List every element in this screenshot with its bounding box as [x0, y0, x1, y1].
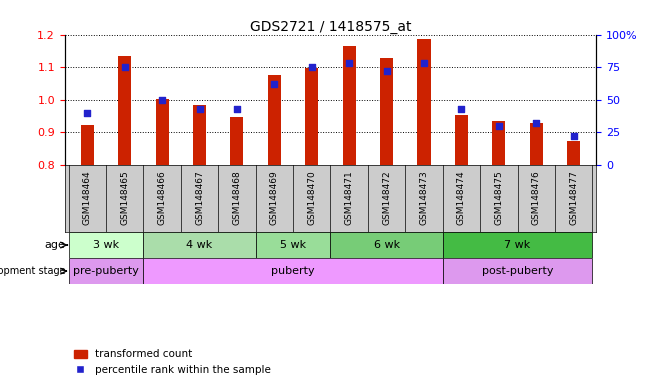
Point: [307, 64, 317, 70]
Text: GSM148464: GSM148464: [83, 170, 92, 225]
Point: [269, 81, 279, 87]
Text: GSM148465: GSM148465: [120, 170, 129, 225]
Bar: [443, 232, 592, 258]
Point: [157, 97, 167, 103]
Text: GSM148472: GSM148472: [382, 170, 391, 225]
Bar: [417, 40, 430, 165]
Text: 6 wk: 6 wk: [373, 240, 400, 250]
Point: [568, 133, 579, 139]
Bar: [330, 232, 443, 258]
Text: puberty: puberty: [272, 266, 315, 276]
Text: GSM148468: GSM148468: [233, 170, 242, 225]
Text: pre-puberty: pre-puberty: [73, 266, 139, 276]
Text: GSM148469: GSM148469: [270, 170, 279, 225]
Text: development stage: development stage: [0, 266, 65, 276]
Point: [382, 68, 392, 74]
Point: [456, 106, 467, 112]
Bar: [530, 122, 543, 165]
Text: 5 wk: 5 wk: [280, 240, 306, 250]
Text: 4 wk: 4 wk: [187, 240, 213, 250]
Text: GSM148470: GSM148470: [307, 170, 316, 225]
Text: GSM148467: GSM148467: [195, 170, 204, 225]
Point: [194, 106, 205, 112]
Point: [419, 60, 429, 66]
Text: post-puberty: post-puberty: [482, 266, 553, 276]
Bar: [343, 46, 356, 165]
Bar: [380, 58, 393, 165]
Bar: [231, 118, 244, 165]
Text: GSM148471: GSM148471: [345, 170, 354, 225]
Point: [232, 106, 242, 112]
Text: GSM148473: GSM148473: [419, 170, 428, 225]
Bar: [305, 68, 318, 165]
Bar: [69, 232, 143, 258]
Bar: [143, 232, 256, 258]
Text: GSM148466: GSM148466: [157, 170, 167, 225]
Text: GSM148476: GSM148476: [532, 170, 541, 225]
Point: [494, 123, 504, 129]
Bar: [492, 121, 505, 165]
Point: [531, 120, 542, 126]
Bar: [256, 232, 330, 258]
Bar: [143, 258, 443, 284]
Title: GDS2721 / 1418575_at: GDS2721 / 1418575_at: [249, 20, 411, 33]
Bar: [567, 141, 580, 165]
Bar: [268, 74, 281, 165]
Text: 3 wk: 3 wk: [93, 240, 119, 250]
Bar: [81, 124, 94, 165]
Bar: [118, 56, 131, 165]
Text: GSM148477: GSM148477: [569, 170, 578, 225]
Text: GSM148474: GSM148474: [457, 170, 466, 225]
Bar: [443, 258, 592, 284]
Bar: [69, 258, 143, 284]
Point: [82, 110, 93, 116]
Legend: transformed count, percentile rank within the sample: transformed count, percentile rank withi…: [70, 345, 275, 379]
Text: age: age: [44, 240, 65, 250]
Text: GSM148475: GSM148475: [494, 170, 503, 225]
Point: [119, 64, 130, 70]
Bar: [193, 105, 206, 165]
Bar: [455, 115, 468, 165]
Text: 7 wk: 7 wk: [504, 240, 531, 250]
Bar: [156, 99, 168, 165]
Point: [344, 60, 354, 66]
